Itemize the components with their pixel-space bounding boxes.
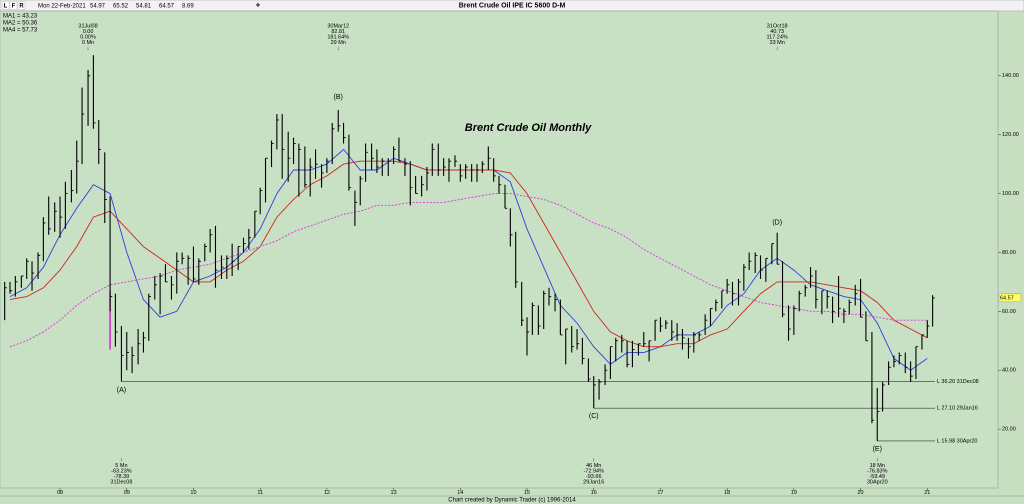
- swing-note: 30Apr20: [867, 479, 888, 485]
- x-tick-label: 16: [591, 490, 597, 496]
- wave-label: (B): [334, 94, 343, 101]
- legend-entry: MA1 = 43.23: [3, 14, 38, 20]
- toolbar-quote: 54.81: [136, 3, 152, 9]
- swing-note: 0.00%: [80, 34, 96, 40]
- toolbar-date: Mon 22-Feb-2021: [38, 3, 86, 9]
- x-tick-label: 08: [57, 490, 63, 496]
- x-tick-label: 14: [457, 490, 463, 496]
- swing-note: 5 Mn: [115, 463, 127, 469]
- add-button[interactable]: +: [256, 1, 261, 10]
- swing-note: -76.83%: [867, 468, 888, 474]
- x-tick-label: 13: [391, 490, 397, 496]
- toolbar-button-label[interactable]: F: [12, 3, 16, 9]
- x-tick-label: 11: [257, 490, 263, 496]
- swing-note: 29 Mn: [331, 40, 346, 46]
- swing-note: 40.73: [770, 29, 784, 35]
- moving-average: [9, 193, 928, 348]
- toolbar-quote: 54.97: [90, 3, 106, 9]
- moving-average: [9, 160, 928, 348]
- last-price-box: [998, 293, 1022, 303]
- toolbar-button[interactable]: [9, 1, 18, 10]
- toolbar-button-label[interactable]: R: [19, 3, 24, 9]
- swing-note: 0.00: [83, 29, 94, 35]
- swing-note: 117.24%: [767, 34, 788, 40]
- chart-note: Brent Crude Oil Monthly: [465, 122, 592, 134]
- swing-note: ↓: [337, 45, 340, 51]
- swing-note: 82.81: [331, 29, 345, 35]
- swing-note: ↑: [592, 457, 595, 463]
- swing-note: 31Oct18: [767, 23, 788, 29]
- x-tick-label: 12: [324, 490, 330, 496]
- y-tick-label: 80.00: [1002, 250, 1016, 256]
- swing-note: -78.39: [114, 474, 130, 480]
- wave-label: (D): [772, 219, 782, 226]
- x-tick-label: 15: [524, 490, 530, 496]
- wave-label: (E): [873, 446, 882, 453]
- swing-note: -93.66: [586, 474, 602, 480]
- y-tick-label: 120.00: [1002, 132, 1019, 138]
- legend-entry: MA4 = 57.73: [3, 28, 38, 34]
- swing-note: ↓: [776, 45, 779, 51]
- toolbar-button-label[interactable]: L: [4, 3, 8, 9]
- swing-note: 31Jul08: [78, 23, 97, 29]
- swing-note: 0 Mn: [82, 40, 94, 46]
- plot-area: [0, 10, 999, 489]
- y-tick-label: 100.00: [1002, 191, 1019, 197]
- swing-note: -59.49: [869, 474, 885, 480]
- swing-note: 18 Mn: [870, 463, 885, 469]
- swing-note: 33 Mn: [770, 40, 785, 46]
- support-level-label: L 15.98 30Apr20: [937, 438, 977, 444]
- toolbar-quote: 65.52: [113, 3, 129, 9]
- wave-label: (C): [589, 413, 599, 420]
- toolbar-button[interactable]: [1, 1, 10, 10]
- swing-note: ↑: [120, 457, 123, 463]
- y-tick-label: 60.00: [1002, 309, 1016, 315]
- last-price: 64.57: [1000, 295, 1014, 301]
- swing-note: 29Jan16: [583, 479, 604, 485]
- x-tick-label: 17: [657, 490, 663, 496]
- x-tick-label: 20: [858, 490, 864, 496]
- toolbar-quote: 64.57: [159, 3, 175, 9]
- x-tick-label: 19: [791, 490, 797, 496]
- swing-note: 46 Mn: [586, 463, 601, 469]
- swing-note: -72.94%: [583, 468, 604, 474]
- wave-label: (A): [117, 387, 126, 394]
- y-tick-label: 40.00: [1002, 368, 1016, 374]
- y-tick-label: 20.00: [1002, 427, 1016, 433]
- swing-note: -63.23%: [111, 468, 132, 474]
- swing-note: 181.64%: [327, 34, 349, 40]
- x-tick-label: 10: [190, 490, 196, 496]
- swing-note: 30Mar12: [327, 23, 349, 29]
- legend-entry: MA2 = 50.36: [3, 21, 38, 27]
- swing-note: 31Dec08: [110, 479, 132, 485]
- swing-note: ↑: [876, 457, 879, 463]
- footer: Chart created by Dynamic Trader (c) 1996…: [448, 498, 576, 504]
- y-tick-label: 140.00: [1002, 73, 1019, 79]
- x-tick-label: 09: [124, 490, 130, 496]
- x-tick-label: 21: [924, 490, 930, 496]
- toolbar-quote: 8.69: [182, 3, 194, 9]
- toolbar-button[interactable]: [17, 1, 26, 10]
- swing-note: ↓: [87, 45, 90, 51]
- chart-title: Brent Crude Oil IPE IC 5600 D-M: [459, 2, 566, 9]
- x-tick-label: 18: [724, 490, 730, 496]
- support-level-label: L 36.20 31Dec08: [937, 379, 979, 385]
- support-level-label: L 27.10 29Jan16: [937, 406, 978, 412]
